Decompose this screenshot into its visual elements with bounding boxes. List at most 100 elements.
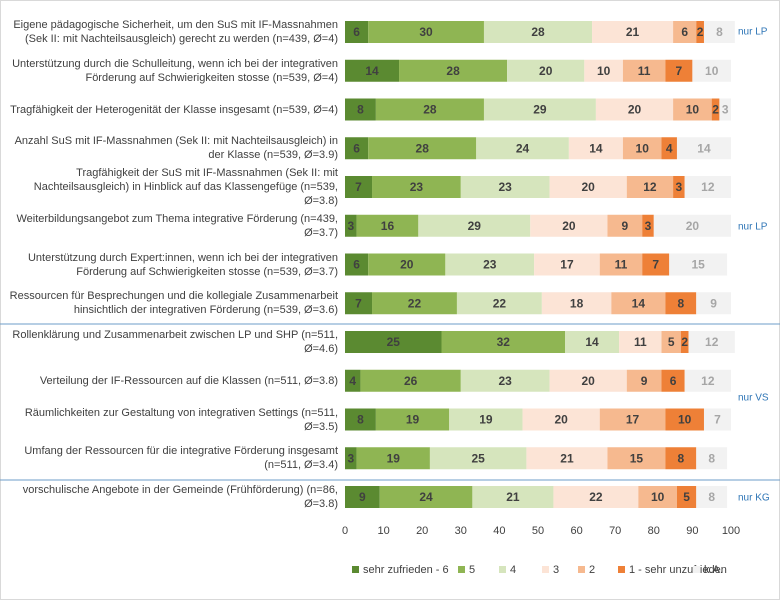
legend-label: 4: [510, 564, 516, 576]
bar-segment: [429, 447, 527, 470]
bar-segment: [592, 21, 674, 43]
bar-segment: [345, 486, 380, 508]
data-label: 11: [638, 64, 651, 78]
bar-segment: [642, 214, 654, 237]
data-label: 21: [560, 451, 574, 465]
bar-segment: [688, 331, 735, 353]
data-label: 20: [539, 64, 553, 78]
data-label: 19: [387, 451, 401, 465]
data-label: 20: [686, 219, 700, 233]
data-label: 28: [423, 103, 437, 117]
bar-segment: [368, 253, 446, 276]
data-label: 10: [705, 64, 719, 78]
legend-swatch: [458, 566, 465, 573]
data-label: 12: [705, 335, 719, 349]
bar-segment: [599, 408, 666, 431]
legend-swatch: [693, 566, 700, 573]
category-label: Unterstützung durch Expert:innen, wenn i…: [27, 251, 338, 278]
bar-segment: [661, 331, 681, 353]
bar-segment: [460, 369, 550, 392]
bar-segment: [541, 292, 612, 315]
data-label: 9: [359, 490, 366, 504]
data-label: 8: [716, 25, 723, 39]
bar-segment: [345, 292, 373, 315]
data-label: 28: [446, 64, 460, 78]
data-label: 23: [499, 180, 513, 194]
bar-segment: [565, 331, 620, 353]
x-tick-label: 40: [493, 525, 505, 537]
data-label: 14: [365, 64, 379, 78]
data-label: 25: [471, 451, 485, 465]
bar-segment: [379, 486, 473, 508]
data-label: 10: [597, 64, 611, 78]
data-label: 7: [652, 258, 659, 272]
data-label: 5: [683, 490, 690, 504]
data-label: 3: [722, 103, 729, 117]
bar-segment: [345, 408, 376, 431]
legend-swatch: [352, 566, 359, 573]
data-label: 28: [416, 141, 430, 155]
bar-segment: [483, 98, 596, 121]
data-label: 14: [697, 141, 711, 155]
annotation: nur KG: [738, 493, 770, 504]
bar-segment: [703, 408, 731, 431]
data-label: 8: [677, 451, 684, 465]
bar-segment: [665, 408, 704, 431]
data-label: 21: [506, 490, 520, 504]
bar-segment: [638, 486, 677, 508]
data-label: 7: [355, 180, 362, 194]
data-label: 8: [357, 413, 364, 427]
data-label: 12: [701, 374, 715, 388]
legend-swatch: [578, 566, 585, 573]
bar-segment: [345, 59, 400, 82]
data-label: 20: [628, 103, 642, 117]
bar-segment: [696, 21, 704, 43]
data-label: 17: [560, 258, 574, 272]
data-label: 19: [406, 413, 420, 427]
data-label: 16: [381, 219, 395, 233]
data-label: 5: [668, 335, 675, 349]
data-label: 11: [615, 258, 628, 272]
data-label: 14: [589, 141, 603, 155]
bar-segment: [607, 214, 643, 237]
data-label: 11: [634, 335, 647, 349]
bar-segment: [345, 214, 357, 237]
bar-segment: [696, 447, 728, 470]
bar-segment: [684, 176, 731, 198]
data-label: 10: [636, 141, 650, 155]
legend-label: 1 - sehr unzufrieden: [629, 564, 727, 576]
legend-label: k.A.: [704, 564, 723, 576]
data-label: 30: [419, 25, 433, 39]
bar-segment: [534, 253, 600, 276]
x-tick-label: 20: [416, 525, 428, 537]
bar-segment: [526, 447, 608, 470]
bar-segment: [449, 408, 523, 431]
bar-segment: [626, 176, 674, 198]
bar-segment: [418, 214, 531, 237]
category-label: Rollenklärung und Zusammenarbeit zwische…: [12, 329, 338, 355]
x-tick-label: 0: [342, 525, 348, 537]
bar-segment: [673, 98, 712, 121]
data-label: 21: [626, 25, 640, 39]
bar-segment: [399, 59, 508, 82]
category-label: Weiterbildungsangebot zum Thema integrat…: [16, 212, 338, 239]
data-label: 12: [643, 180, 657, 194]
data-label: 20: [582, 374, 596, 388]
bar-segment: [626, 369, 662, 392]
bar-segment: [661, 369, 685, 392]
bar-segment: [549, 369, 627, 392]
bar-segment: [345, 137, 369, 160]
bar-segment: [653, 214, 731, 237]
bar-segment: [522, 408, 600, 431]
data-label: 22: [493, 296, 507, 310]
bar-segment: [345, 331, 442, 353]
data-label: 14: [585, 335, 599, 349]
bar-segment: [607, 447, 666, 470]
data-label: 15: [630, 451, 644, 465]
bar-segment: [680, 331, 689, 353]
annotation: nur VS: [738, 393, 769, 404]
data-label: 10: [686, 103, 700, 117]
bar-segment: [460, 176, 550, 198]
